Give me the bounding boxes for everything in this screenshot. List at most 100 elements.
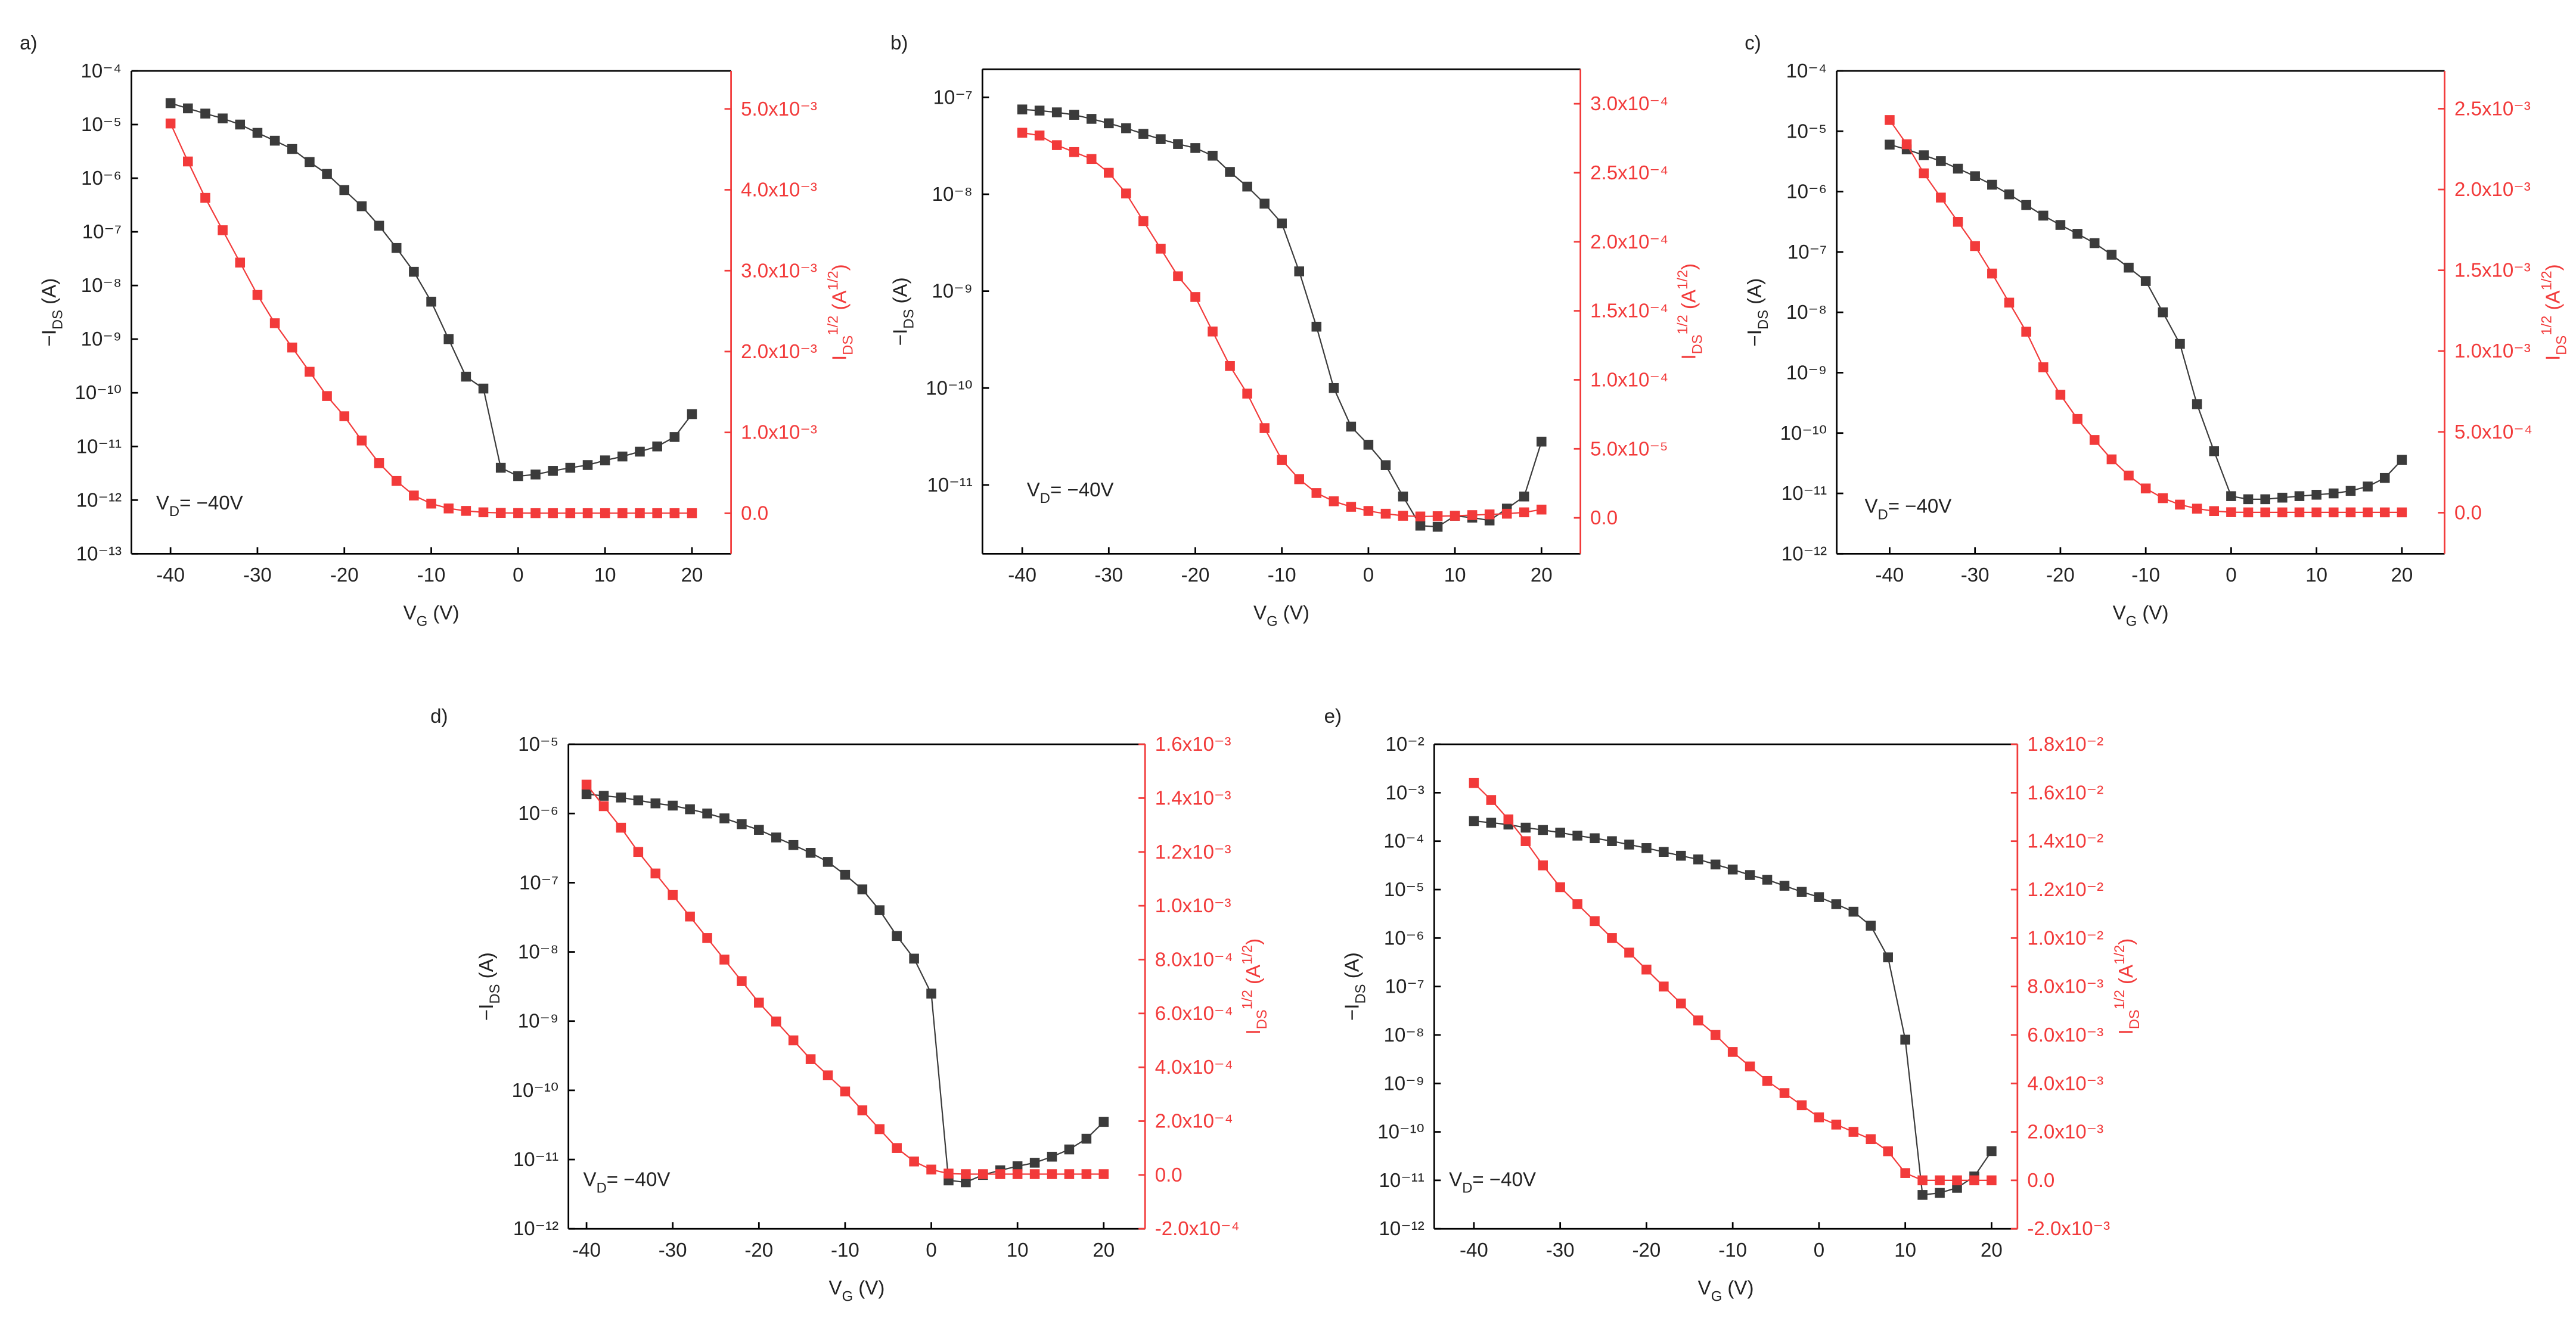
data-point bbox=[1659, 847, 1669, 857]
data-point bbox=[1190, 292, 1200, 302]
data-point bbox=[1432, 511, 1443, 521]
data-point bbox=[687, 508, 697, 518]
data-point bbox=[1415, 520, 1426, 531]
y-tick-label: 10⁻⁵ bbox=[1786, 120, 1827, 142]
data-point bbox=[478, 507, 489, 518]
data-point bbox=[1866, 921, 1876, 931]
data-point bbox=[1936, 156, 1946, 166]
y2-axis-label-part: DS bbox=[2127, 1009, 2143, 1029]
data-point bbox=[1883, 1146, 1893, 1157]
y2-tick-label: 2.0x10⁻³ bbox=[2027, 1121, 2103, 1143]
y2-axis-label: IDS1/2 (A1/2) bbox=[825, 264, 856, 360]
y2-axis-label-part: 1/2 bbox=[1239, 990, 1255, 1009]
y2-axis-label-part: ) bbox=[1678, 263, 1700, 270]
y2-axis-label-part: ) bbox=[829, 264, 851, 271]
y2-axis-label-part: I bbox=[2542, 355, 2564, 360]
data-point bbox=[2363, 481, 2373, 492]
y2-tick-label: 2.0x10⁻⁴ bbox=[1590, 231, 1668, 253]
y2-axis-label-part: 1/2 bbox=[2112, 945, 2128, 965]
data-point bbox=[1156, 134, 1166, 144]
annotation-part: V bbox=[1864, 495, 1877, 517]
y-axis-label-part: −I bbox=[1744, 330, 1766, 346]
data-point bbox=[2294, 507, 2305, 518]
data-point bbox=[1064, 1169, 1075, 1179]
data-point bbox=[2089, 238, 2100, 248]
data-point bbox=[857, 1105, 868, 1115]
data-point bbox=[1098, 1169, 1109, 1179]
data-point bbox=[530, 508, 541, 518]
data-point bbox=[2158, 493, 2168, 503]
x-axis-label: VG (V) bbox=[2113, 602, 2169, 630]
data-point bbox=[2038, 210, 2049, 221]
data-point bbox=[2021, 200, 2031, 210]
data-point bbox=[1987, 1146, 1997, 1157]
y2-tick-label: 5.0x10⁻⁴ bbox=[2454, 421, 2532, 443]
data-point bbox=[1538, 860, 1548, 871]
data-point bbox=[1590, 833, 1600, 844]
data-point bbox=[633, 795, 644, 806]
x-axis-label-part: G bbox=[1711, 1288, 1722, 1304]
annotation-part: V bbox=[1449, 1169, 1462, 1191]
data-point bbox=[582, 460, 593, 470]
data-point bbox=[461, 371, 471, 382]
data-point bbox=[565, 462, 576, 473]
y-axis-label-part: (A) bbox=[39, 278, 61, 310]
data-point bbox=[1848, 906, 1859, 917]
data-point bbox=[1641, 843, 1652, 853]
data-point bbox=[1486, 795, 1497, 805]
data-point bbox=[1086, 114, 1097, 124]
y2-tick-label: 1.6x10⁻² bbox=[2027, 782, 2103, 804]
data-point bbox=[443, 334, 454, 344]
data-point bbox=[1866, 1134, 1876, 1145]
annotation-part: = −40V bbox=[607, 1169, 671, 1191]
data-point bbox=[1814, 1112, 1824, 1123]
data-point bbox=[909, 1157, 919, 1167]
y-axis-label-part: −I bbox=[476, 1004, 498, 1021]
x-tick-label: 0 bbox=[513, 564, 523, 586]
data-point bbox=[218, 113, 228, 124]
data-point bbox=[1572, 831, 1582, 841]
x-axis-label-part: (V) bbox=[2137, 602, 2168, 624]
data-point bbox=[1294, 474, 1305, 484]
data-point bbox=[374, 220, 384, 231]
data-point bbox=[1935, 1175, 1945, 1186]
data-point bbox=[183, 103, 193, 114]
y2-tick-label: 0.0 bbox=[1590, 507, 1618, 529]
data-point bbox=[1676, 998, 1686, 1009]
data-point bbox=[1029, 1169, 1040, 1179]
y-tick-label: 10⁻⁴ bbox=[1383, 831, 1424, 853]
x-tick-label: -10 bbox=[2131, 564, 2160, 586]
data-point bbox=[1277, 218, 1287, 229]
data-point bbox=[2004, 189, 2015, 200]
annotation-part: = −40V bbox=[1050, 479, 1114, 501]
y2-axis-label-part: DS bbox=[1690, 334, 1706, 354]
data-point bbox=[1086, 154, 1097, 164]
data-point bbox=[1727, 1047, 1738, 1057]
y2-tick-label: 1.0x10⁻² bbox=[2027, 927, 2103, 949]
y-tick-label: 10⁻¹¹ bbox=[1379, 1170, 1424, 1192]
x-tick-label: -10 bbox=[831, 1239, 859, 1261]
x-tick-label: 0 bbox=[2226, 564, 2236, 586]
data-point bbox=[616, 822, 626, 833]
y2-tick-label: -2.0x10⁻⁴ bbox=[1155, 1218, 1240, 1240]
annotation-part: = −40V bbox=[1472, 1169, 1536, 1191]
data-point bbox=[1484, 509, 1495, 520]
data-point bbox=[788, 840, 799, 850]
data-point bbox=[1919, 168, 1929, 179]
y-axis-label: −IDS (A) bbox=[1342, 952, 1369, 1021]
data-point bbox=[771, 832, 781, 843]
x-axis-label-part: G bbox=[417, 614, 428, 630]
data-point bbox=[200, 108, 210, 119]
data-point bbox=[426, 296, 436, 307]
data-point bbox=[1710, 1030, 1721, 1040]
x-tick-label: 20 bbox=[1093, 1239, 1115, 1261]
data-point bbox=[2106, 454, 2117, 465]
data-point bbox=[1398, 511, 1408, 521]
y-tick-label: 10⁻⁶ bbox=[1786, 181, 1827, 203]
data-point bbox=[1693, 854, 1703, 865]
data-point bbox=[409, 490, 419, 501]
annotation-part: V bbox=[1027, 479, 1040, 501]
data-point bbox=[1796, 887, 1807, 897]
y-tick-label: 10⁻⁹ bbox=[932, 281, 972, 303]
data-point bbox=[1501, 508, 1512, 519]
